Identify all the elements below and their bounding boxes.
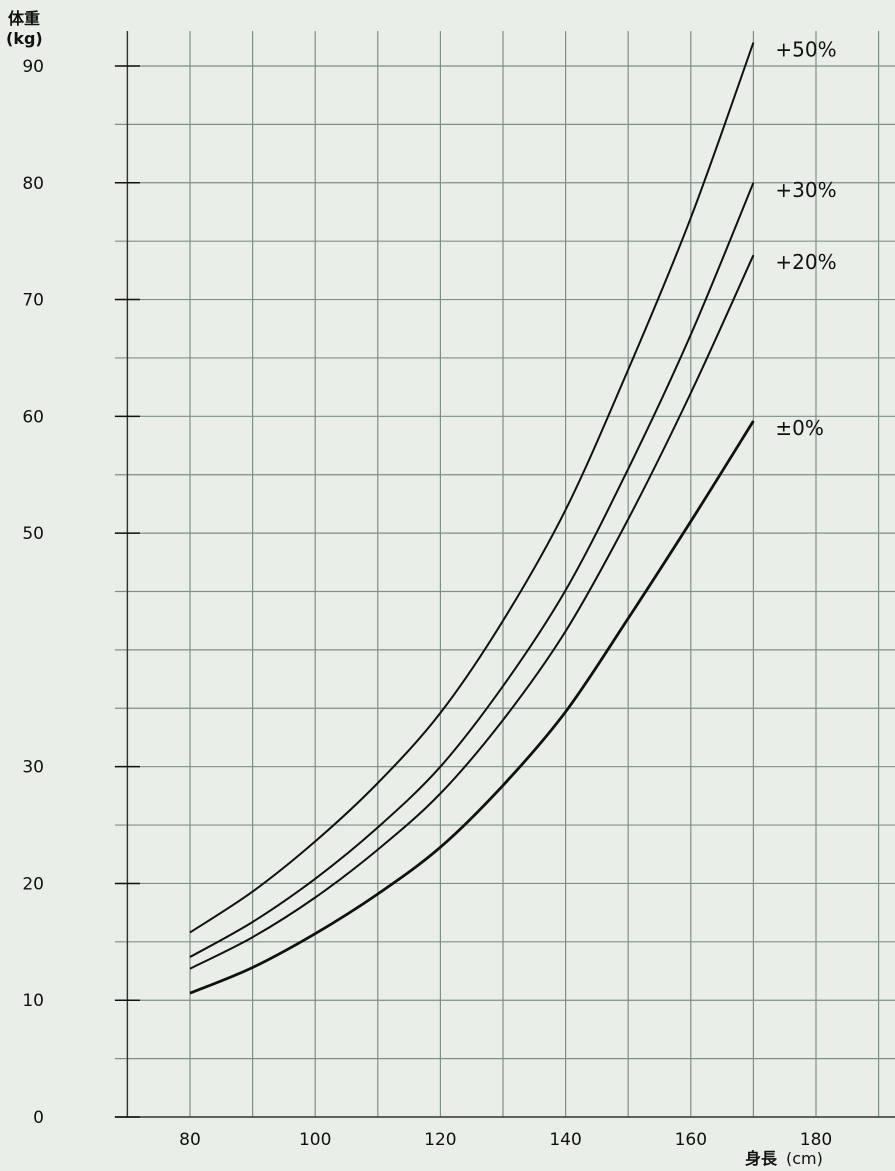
series-line [189,254,755,970]
x-tick-label: 160 [675,1130,707,1150]
series-label: +50% [775,38,836,62]
series-line [189,182,755,958]
series-label: ±0% [775,416,824,440]
x-tick-label: 120 [424,1130,456,1150]
x-tick-label: 80 [179,1130,201,1150]
series-line [189,420,755,995]
y-axis-label: 体重 [8,9,40,28]
y-tick-label: 50 [22,524,44,544]
tick-labels: 0 10 20 30 50 60 70 80 90 80 100 120 140 160 180 [22,57,832,1150]
y-tick-label: 60 [22,407,44,427]
y-tick-label: 0 [33,1108,44,1128]
series-labels: +50% +30% +20% ±0% [775,38,836,440]
y-tick-label: 90 [22,57,44,77]
x-tick-label: 100 [299,1130,331,1150]
series-label: +30% [775,178,836,202]
grid [114,30,895,1118]
series-lines [189,42,755,995]
series-line [189,42,755,934]
x-tick-label: 140 [549,1130,581,1150]
x-axis-label: 身長 [745,1149,778,1168]
y-tick-label: 80 [22,174,44,194]
x-tick-label: 180 [800,1130,832,1150]
series-label: +20% [775,250,836,274]
x-axis-unit: (cm) [786,1149,823,1168]
y-tick-label: 70 [22,291,44,311]
y-axis-unit: (kg) [6,29,43,48]
y-tick-label: 20 [22,874,44,894]
y-tick-label: 30 [22,758,44,778]
y-tick-label: 10 [22,991,44,1011]
